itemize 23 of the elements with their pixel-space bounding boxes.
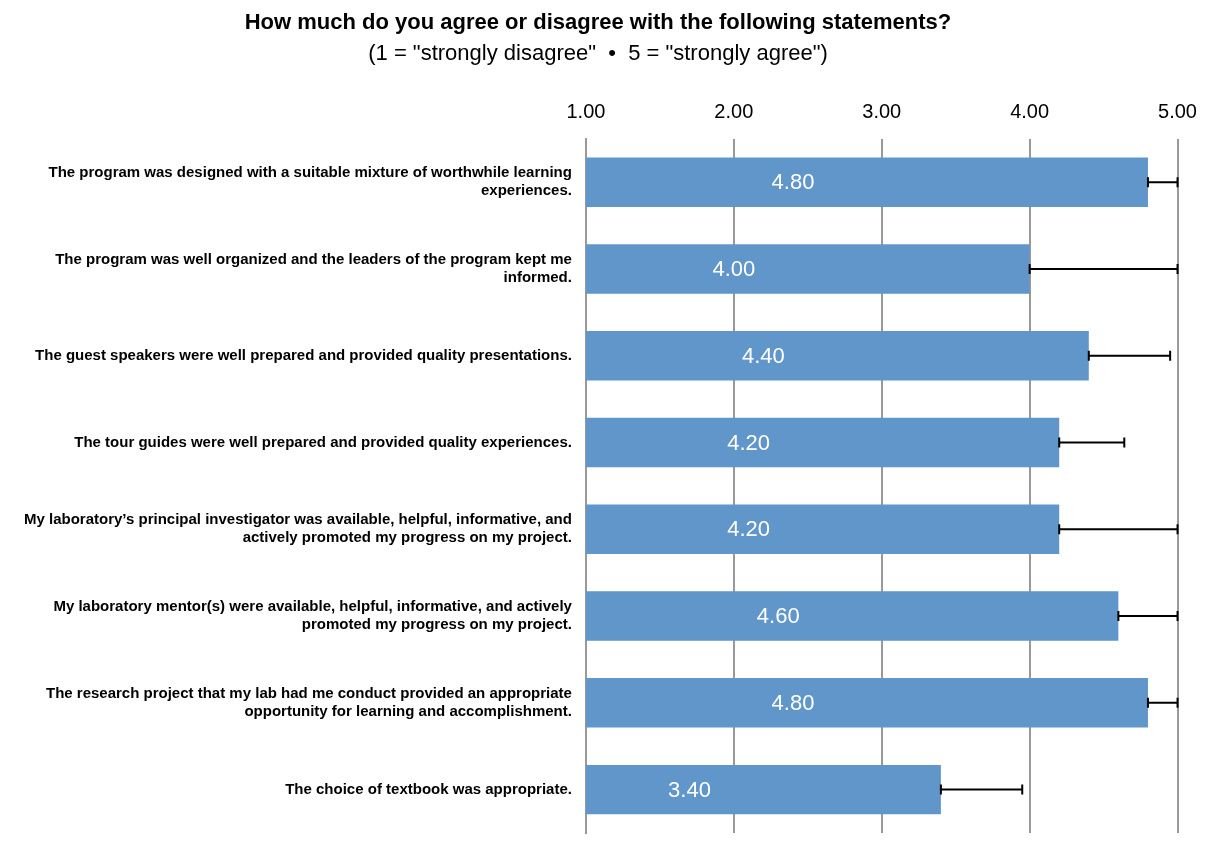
x-tick-label: 4.00 — [1010, 100, 1050, 123]
y-tick-label: The tour guides were well prepared and provided quality experiences. — [74, 432, 572, 450]
y-tick-label: My laboratory mentor(s) were available, helpful, informative, and actively promoted my progress on my project. — [53, 597, 573, 633]
y-tick-label: The program was designed with a suitable mixture of worthwhile learning experiences. — [48, 163, 572, 199]
data-label: 3.40 — [668, 776, 711, 802]
x-tick-label: 1.00 — [566, 100, 606, 123]
data-label: 4.60 — [756, 603, 800, 629]
y-tick-label: The program was well organized and the leaders of the program kept me informed. — [55, 250, 572, 286]
x-tick-label: 5.00 — [1158, 100, 1198, 123]
data-label: 4.00 — [712, 256, 756, 282]
chart-title: How much do you agree or disagree with the following statements? — [244, 9, 952, 35]
data-label: 4.20 — [727, 516, 771, 542]
data-label: 4.20 — [727, 429, 771, 455]
data-label: 4.40 — [741, 342, 785, 368]
x-tick-label: 3.00 — [862, 100, 902, 123]
y-tick-label: The choice of textbook was appropriate. — [285, 779, 572, 797]
chart-subtitle: (1 = "strongly disagree" • 5 = "strongly agree") — [368, 39, 828, 65]
data-label: 4.80 — [771, 689, 815, 715]
y-tick-label: The guest speakers were well prepared and provided quality presentations. — [35, 345, 572, 363]
data-label: 4.80 — [771, 169, 815, 195]
y-tick-label: My laboratory’s principal investigator was available, helpful, informative, and actively promoted my progress on my project. — [23, 510, 572, 546]
x-tick-label: 2.00 — [714, 100, 754, 123]
y-tick-label: The research project that my lab had me conduct provided an appropriate opportunity for learning and accomplishment. — [45, 683, 572, 719]
